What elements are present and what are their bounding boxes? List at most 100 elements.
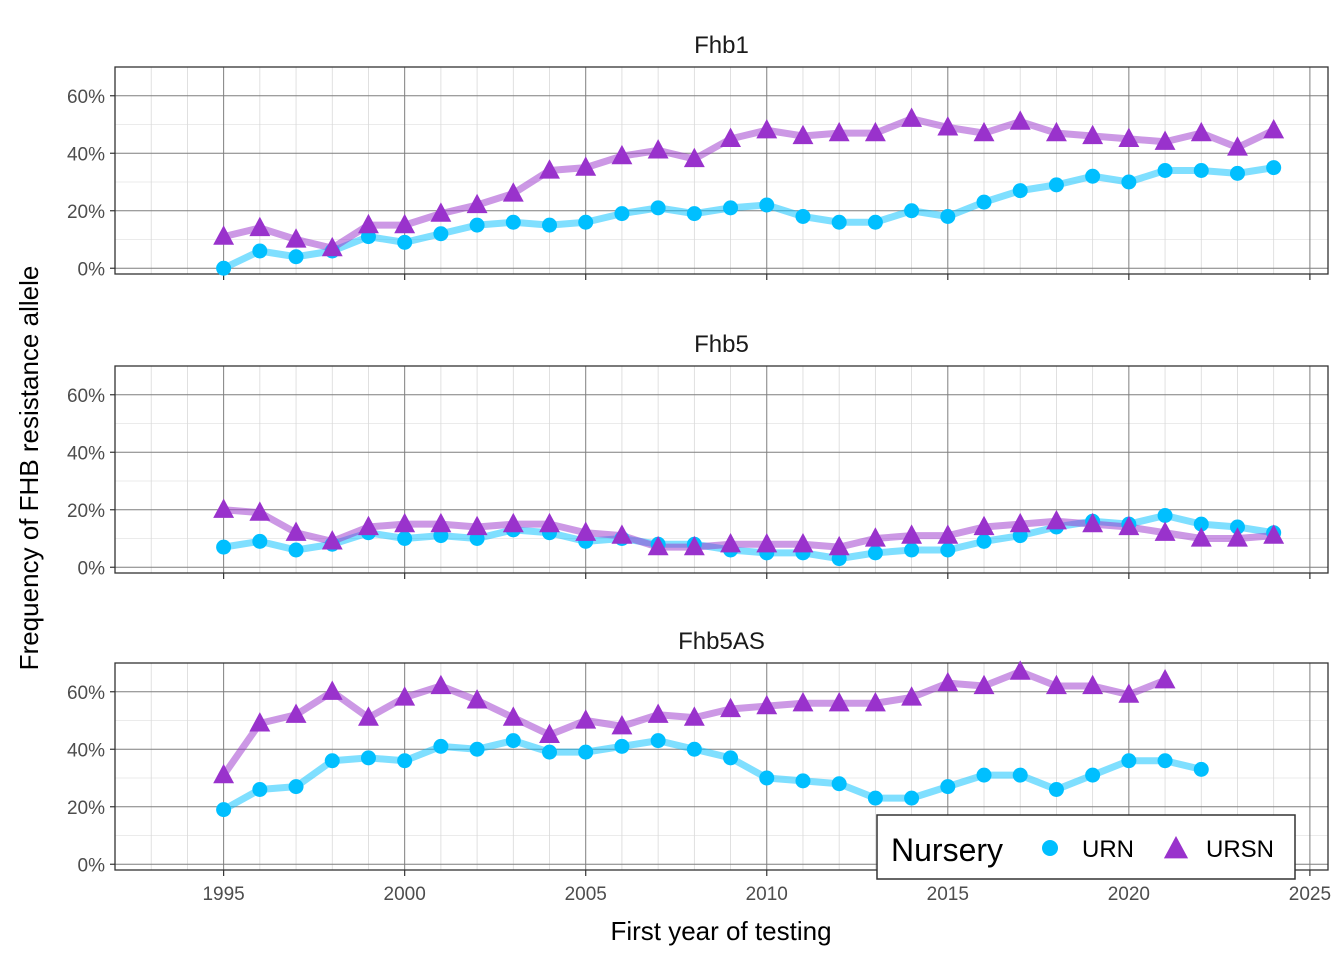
point-urn <box>650 733 666 749</box>
point-ursn <box>937 524 959 544</box>
point-ursn <box>937 116 959 136</box>
legend-box <box>876 814 1296 880</box>
point-ursn <box>973 121 995 142</box>
point-urn <box>795 773 811 789</box>
point-urn <box>397 753 413 769</box>
point-ursn <box>1045 121 1067 142</box>
point-urn <box>686 741 702 757</box>
point-urn <box>867 545 883 561</box>
point-ursn <box>792 124 814 145</box>
point-ursn <box>249 712 271 732</box>
point-urn <box>252 243 268 259</box>
point-urn <box>686 206 702 222</box>
point-ursn <box>285 228 307 248</box>
point-ursn <box>720 533 742 553</box>
point-urn <box>252 533 268 549</box>
y-tick-label: 20% <box>67 798 105 819</box>
point-ursn <box>1045 510 1067 530</box>
y-tick-label: 60% <box>67 386 105 407</box>
point-urn <box>1193 761 1209 777</box>
point-ursn <box>249 501 271 521</box>
point-ursn <box>1154 669 1176 689</box>
x-axis-title: First year of testing <box>610 916 831 946</box>
point-ursn <box>1190 121 1212 142</box>
point-urn <box>650 200 666 216</box>
point-ursn <box>358 213 379 234</box>
point-ursn <box>1190 527 1212 547</box>
point-ursn <box>1118 515 1140 536</box>
point-ursn <box>720 127 742 147</box>
point-ursn <box>611 715 633 735</box>
point-urn <box>505 214 521 230</box>
legend-urn-marker <box>1042 840 1058 856</box>
point-ursn <box>466 193 488 214</box>
y-tick-label: 60% <box>67 87 105 108</box>
point-urn <box>216 802 232 818</box>
point-ursn <box>430 512 452 533</box>
point-urn <box>723 200 739 216</box>
point-ursn <box>394 686 416 706</box>
point-ursn <box>828 535 850 556</box>
point-ursn <box>1154 130 1176 150</box>
point-urn <box>976 194 992 210</box>
series-line-urn <box>220 737 1205 814</box>
point-ursn <box>611 524 633 544</box>
point-ursn <box>430 674 452 695</box>
point-ursn <box>430 202 452 222</box>
point-urn <box>1085 168 1101 184</box>
point-urn <box>469 217 485 233</box>
y-tick-label: 40% <box>67 443 105 464</box>
point-ursn <box>466 515 488 536</box>
point-urn <box>542 744 558 760</box>
point-ursn <box>1082 124 1104 145</box>
point-ursn <box>973 674 995 695</box>
y-tick-label: 0% <box>78 558 106 579</box>
point-ursn <box>901 686 923 706</box>
x-tick-label: 2000 <box>384 884 426 905</box>
panel-title: Fhb5 <box>694 331 749 358</box>
point-ursn <box>1154 521 1176 541</box>
point-ursn <box>647 535 669 556</box>
panel-border <box>114 662 1329 871</box>
point-urn <box>288 249 304 265</box>
point-urn <box>288 779 304 795</box>
point-urn <box>831 776 847 792</box>
point-urn <box>976 533 992 549</box>
point-ursn <box>321 530 343 550</box>
point-ursn <box>720 697 742 718</box>
point-urn <box>1048 782 1064 797</box>
panel-fhb1: Fhb1 0% 20% 40% 60% <box>67 32 1329 280</box>
point-urn <box>904 542 920 558</box>
point-urn <box>867 790 883 806</box>
point-ursn <box>502 706 524 726</box>
point-ursn <box>1045 674 1067 695</box>
point-urn <box>1157 163 1173 178</box>
point-ursn <box>394 512 416 533</box>
point-urn <box>397 531 413 546</box>
legend-ursn-label: URSN <box>1206 836 1274 863</box>
y-tick-label: 40% <box>67 144 105 165</box>
point-ursn <box>285 703 307 723</box>
point-ursn <box>828 692 850 712</box>
point-urn <box>940 779 956 795</box>
panel-fhb5as: Fhb5AS 0% 20% 40% 60% 1995 2000 2005 2010 2015 202… <box>67 628 1331 905</box>
legend-title: Nursery <box>891 832 1003 868</box>
point-urn <box>1229 165 1245 181</box>
point-urn <box>904 203 920 219</box>
y-tick-label: 0% <box>78 259 106 280</box>
point-urn <box>940 209 956 224</box>
point-ursn <box>683 147 705 168</box>
point-ursn <box>249 216 271 237</box>
point-urn <box>397 234 413 250</box>
point-ursn <box>1227 136 1248 156</box>
point-ursn <box>937 671 959 692</box>
point-urn <box>1229 519 1245 535</box>
y-tick-label: 20% <box>67 202 105 223</box>
x-tick-label: 2010 <box>746 884 788 905</box>
y-tick-label: 40% <box>67 740 105 761</box>
point-urn <box>433 738 449 754</box>
point-ursn <box>1009 660 1031 680</box>
point-ursn <box>683 706 705 726</box>
point-ursn <box>864 121 886 142</box>
point-ursn <box>792 692 814 712</box>
